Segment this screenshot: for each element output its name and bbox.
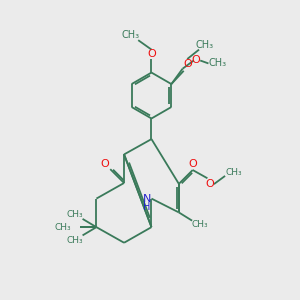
Text: CH₃: CH₃ xyxy=(67,210,83,219)
Text: O: O xyxy=(183,59,192,69)
Text: H: H xyxy=(143,202,151,212)
Text: N: N xyxy=(143,194,151,204)
Text: CH₃: CH₃ xyxy=(67,236,83,244)
Text: O: O xyxy=(206,179,214,189)
Text: CH₃: CH₃ xyxy=(208,58,226,68)
Text: CH₃: CH₃ xyxy=(192,220,208,229)
Text: CH₃: CH₃ xyxy=(55,223,71,232)
Text: CH₃: CH₃ xyxy=(122,30,140,40)
Text: CH₃: CH₃ xyxy=(195,40,213,50)
Text: O: O xyxy=(100,159,109,169)
Text: O: O xyxy=(192,56,200,65)
Text: O: O xyxy=(188,158,197,169)
Text: CH₃: CH₃ xyxy=(225,168,242,177)
Text: O: O xyxy=(147,49,156,59)
